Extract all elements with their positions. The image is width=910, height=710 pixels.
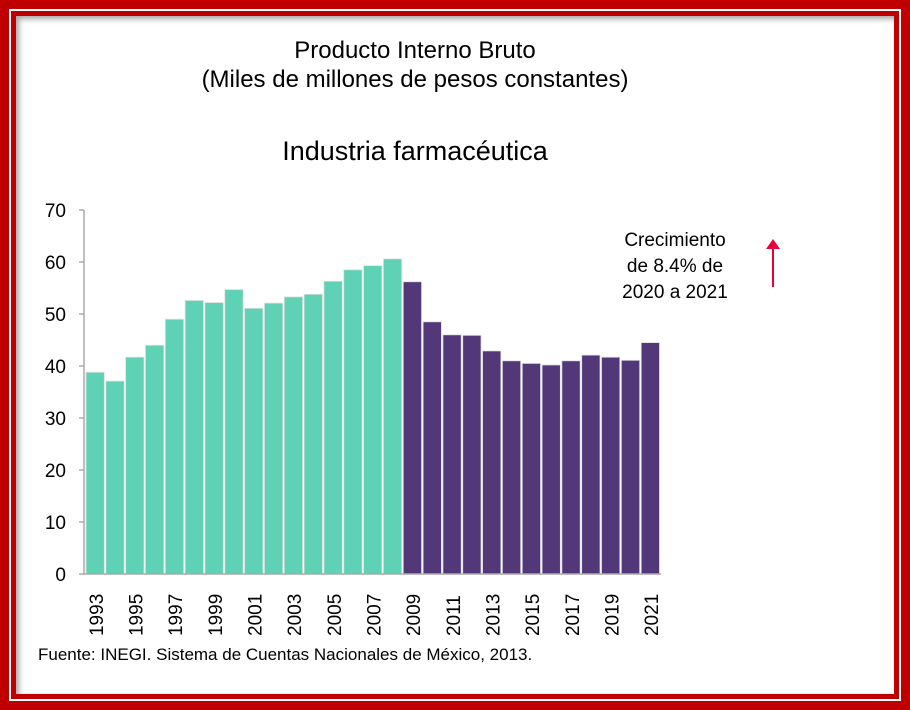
bar-2013 — [482, 350, 502, 575]
annotation-line-3: 2020 a 2021 — [622, 282, 728, 303]
bar-2012 — [462, 334, 482, 575]
bar-2009 — [402, 281, 422, 575]
x-tick-label: 2013 — [483, 594, 504, 636]
bar-2020 — [620, 359, 641, 575]
bar-1998 — [184, 300, 204, 575]
bar-2007 — [363, 265, 383, 575]
bar-2005 — [323, 280, 343, 575]
chart-subtitle: (Miles de millones de pesos constantes) — [201, 66, 629, 93]
y-tick-label: 50 — [45, 305, 66, 326]
bar-2002 — [264, 302, 284, 575]
bar-1997 — [164, 318, 185, 575]
x-tick-label: 1999 — [206, 594, 227, 636]
x-tick-label: 1997 — [166, 594, 187, 636]
bar-2016 — [541, 364, 561, 575]
y-tick-label: 60 — [45, 253, 66, 274]
y-tick-label: 10 — [45, 513, 66, 534]
bar-2006 — [343, 269, 363, 575]
chart-title: Producto Interno Bruto — [294, 37, 536, 64]
bar-2004 — [303, 293, 323, 575]
outer-frame — [9, 9, 901, 701]
bar-2011 — [442, 334, 462, 575]
arrow-up-icon — [766, 239, 780, 249]
bar-2018 — [581, 354, 601, 575]
bar-2010 — [422, 321, 442, 575]
bar-2001 — [244, 307, 264, 575]
x-tick-label: 1993 — [87, 594, 108, 636]
bar-1994 — [105, 380, 125, 575]
bar-1996 — [145, 344, 165, 575]
x-tick-label: 2011 — [444, 595, 465, 636]
bar-2017 — [561, 360, 581, 575]
x-tick-label: 2003 — [285, 594, 306, 636]
source-note: Fuente: INEGI. Sistema de Cuentas Nacion… — [38, 645, 533, 664]
bar-2000 — [224, 289, 244, 575]
chart-heading: Industria farmacéutica — [282, 136, 548, 166]
bar-2003 — [283, 296, 304, 575]
growth-annotation: Crecimiento de 8.4% de 2020 a 2021 — [600, 228, 750, 306]
x-tick-label: 2015 — [523, 594, 544, 636]
x-tick-label: 2005 — [325, 594, 346, 636]
x-tick-label: 2021 — [642, 594, 663, 636]
bar-2015 — [521, 362, 541, 575]
x-tick-label: 1995 — [127, 594, 148, 636]
bar-1999 — [204, 302, 224, 575]
x-tick-label: 2017 — [563, 594, 584, 636]
y-tick-label: 0 — [55, 565, 66, 586]
x-tick-label: 2007 — [365, 594, 386, 636]
y-tick-label: 70 — [45, 201, 66, 222]
y-tick-label: 30 — [45, 409, 66, 430]
x-tick-label: 2009 — [404, 594, 425, 636]
y-tick-label: 40 — [45, 357, 66, 378]
annotation-line-1: Crecimiento — [624, 230, 726, 251]
bar-2019 — [601, 356, 621, 575]
x-tick-label: 2001 — [246, 594, 267, 636]
bar-2021 — [640, 342, 660, 575]
y-tick-label: 20 — [45, 461, 66, 482]
bar-2014 — [501, 360, 522, 575]
bar-2008 — [383, 258, 403, 575]
bar-1995 — [125, 356, 145, 575]
bar-1993 — [85, 371, 105, 575]
x-tick-label: 2019 — [602, 594, 623, 636]
annotation-line-2: de 8.4% de — [626, 256, 724, 277]
